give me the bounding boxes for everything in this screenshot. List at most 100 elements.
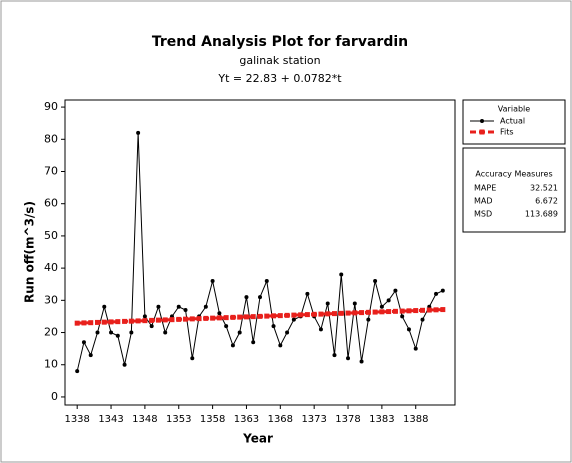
legend-marker [480, 119, 484, 123]
marker [115, 333, 120, 338]
marker [203, 304, 208, 309]
marker [318, 327, 323, 332]
marker [366, 317, 371, 322]
marker [203, 315, 209, 321]
marker [325, 311, 331, 317]
marker [210, 315, 216, 321]
marker [136, 130, 141, 135]
marker [372, 309, 378, 315]
marker [359, 310, 365, 316]
marker [210, 279, 215, 284]
marker [101, 319, 107, 325]
marker [95, 319, 100, 325]
marker [95, 330, 100, 335]
equation: Yt = 22.83 + 0.0782*t [217, 72, 342, 85]
marker [74, 320, 80, 326]
marker [135, 318, 141, 324]
marker [149, 317, 155, 323]
marker [271, 313, 277, 319]
subtitle: galinak station [239, 54, 320, 67]
marker [345, 310, 351, 316]
marker [426, 307, 432, 313]
x-tick-label: 1338 [64, 414, 89, 425]
marker [251, 340, 256, 345]
y-tick-label: 30 [44, 293, 58, 306]
x-tick-label: 1373 [301, 414, 326, 425]
marker [434, 291, 439, 296]
accuracy-box [462, 147, 566, 233]
marker [176, 304, 181, 309]
marker [156, 304, 161, 309]
marker [142, 318, 148, 324]
marker [257, 313, 263, 319]
marker [163, 330, 168, 335]
marker [304, 312, 310, 318]
marker [223, 315, 229, 321]
marker [298, 312, 304, 318]
y-tick-label: 80 [44, 132, 58, 145]
marker [108, 319, 114, 325]
marker [406, 308, 412, 314]
y-tick-label: 20 [44, 326, 58, 339]
marker [109, 330, 114, 335]
marker [230, 314, 236, 320]
marker [386, 309, 392, 315]
x-tick-label: 1348 [132, 414, 157, 425]
marker [318, 311, 324, 317]
marker [352, 310, 358, 316]
marker [81, 340, 86, 345]
marker [81, 320, 87, 326]
marker [142, 314, 147, 319]
marker [291, 317, 296, 322]
y-tick-label: 60 [44, 197, 58, 210]
marker [338, 310, 344, 316]
marker [217, 311, 222, 316]
marker [359, 359, 364, 364]
marker [365, 309, 371, 315]
marker [285, 330, 290, 335]
marker [237, 314, 243, 320]
marker [399, 308, 405, 314]
marker [183, 307, 188, 312]
marker [440, 307, 446, 313]
marker [264, 279, 269, 284]
marker [244, 295, 249, 300]
marker [115, 319, 121, 325]
x-tick-label: 1358 [200, 414, 225, 425]
y-tick-label: 0 [51, 390, 58, 403]
y-tick-label: 90 [44, 100, 58, 113]
marker [392, 308, 398, 314]
x-axis-label: Year [242, 432, 273, 446]
marker [102, 304, 107, 309]
marker [128, 318, 134, 324]
marker [311, 311, 317, 317]
accuracy-label: MAPE [474, 184, 496, 193]
y-tick-label: 10 [44, 358, 58, 371]
marker [440, 288, 445, 293]
marker [264, 313, 270, 319]
marker [278, 343, 283, 348]
y-tick-label: 40 [44, 261, 58, 274]
marker [183, 316, 189, 322]
marker [413, 308, 419, 314]
accuracy-value: 32.521 [530, 184, 558, 193]
marker [346, 356, 351, 361]
x-tick-label: 1383 [369, 414, 394, 425]
marker [352, 301, 357, 306]
x-tick-label: 1353 [166, 414, 191, 425]
marker [190, 356, 195, 361]
marker [122, 318, 128, 324]
marker [284, 312, 290, 318]
chart-title: Trend Analysis Plot for farvardin [152, 34, 408, 50]
marker [243, 314, 249, 320]
y-axis-label: Run off(m^3/s) [23, 201, 37, 303]
legend-label: Actual [500, 117, 525, 126]
x-tick-label: 1343 [98, 414, 123, 425]
marker [325, 301, 330, 306]
marker [88, 353, 93, 358]
marker [258, 295, 262, 300]
marker [406, 327, 411, 332]
marker [420, 307, 425, 313]
marker [216, 315, 222, 321]
marker [122, 362, 127, 367]
